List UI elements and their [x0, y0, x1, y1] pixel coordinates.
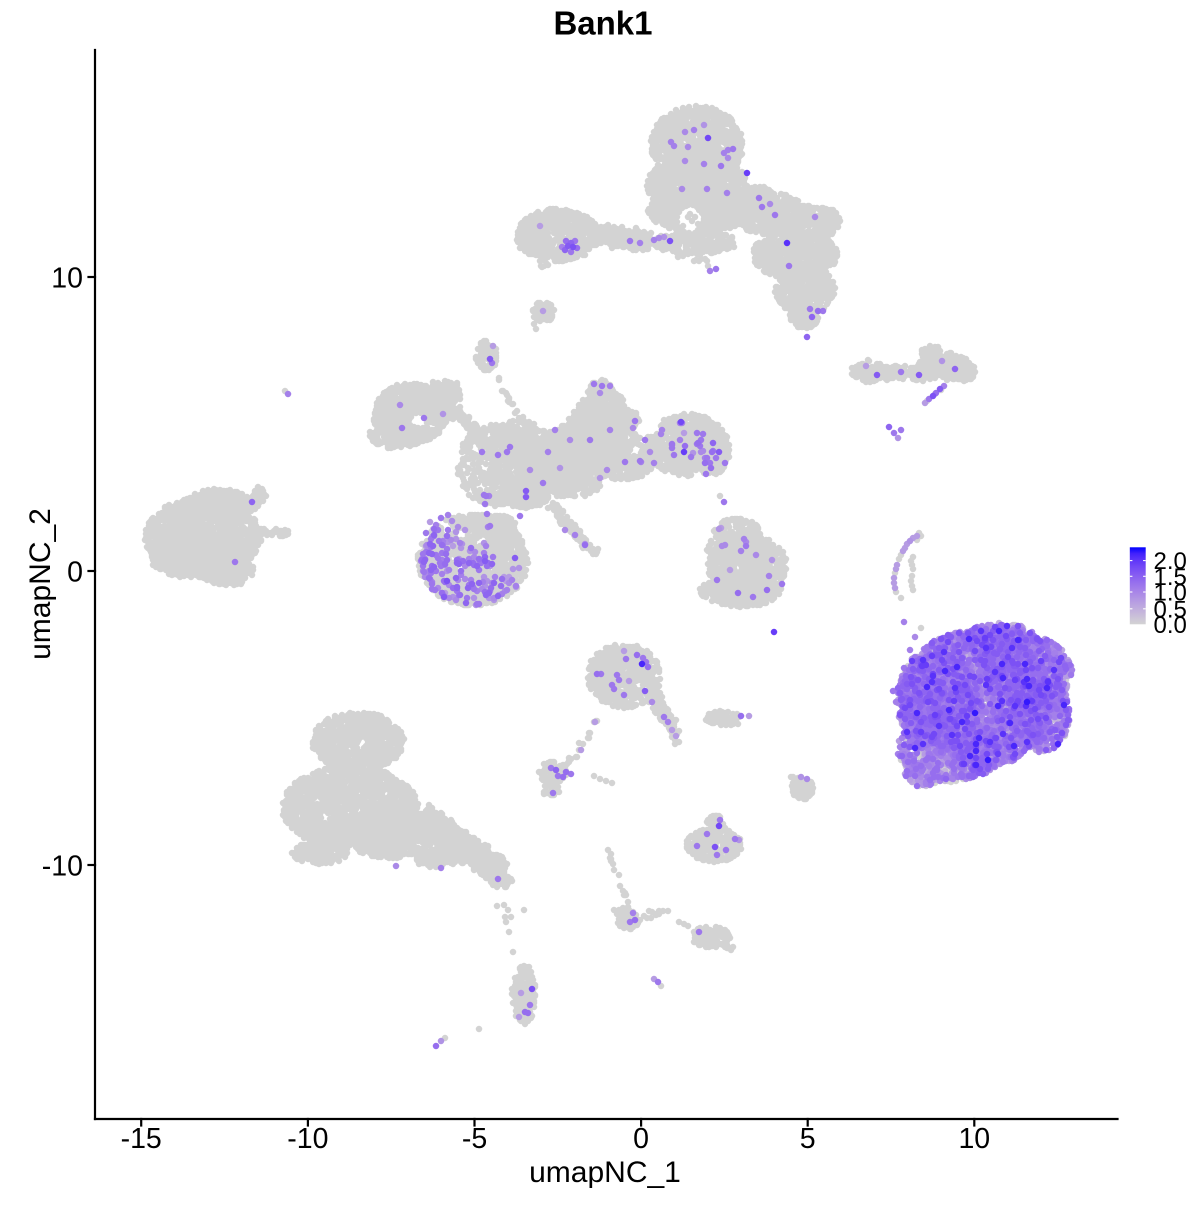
- svg-text:1.5: 1.5: [1154, 564, 1187, 591]
- svg-text:-5: -5: [462, 1123, 487, 1155]
- svg-text:umapNC_2: umapNC_2: [24, 508, 57, 660]
- svg-text:2.0: 2.0: [1154, 548, 1187, 575]
- svg-text:1.0: 1.0: [1154, 580, 1187, 607]
- svg-text:umapNC_1: umapNC_1: [529, 1156, 681, 1189]
- svg-text:0: 0: [67, 556, 83, 588]
- svg-text:5: 5: [800, 1123, 816, 1155]
- svg-text:-10: -10: [287, 1123, 328, 1155]
- svg-text:0: 0: [633, 1123, 649, 1155]
- svg-text:-15: -15: [121, 1123, 162, 1155]
- svg-text:0.0: 0.0: [1154, 612, 1187, 639]
- svg-text:-10: -10: [42, 850, 83, 882]
- svg-text:Bank1: Bank1: [553, 5, 652, 42]
- svg-text:0.5: 0.5: [1154, 596, 1187, 623]
- svg-text:10: 10: [958, 1123, 990, 1155]
- svg-text:10: 10: [51, 262, 83, 294]
